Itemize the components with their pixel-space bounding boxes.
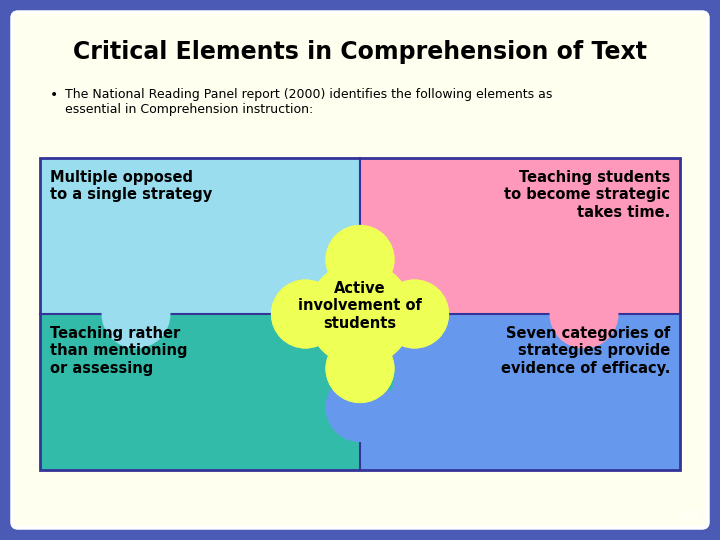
Text: Active
involvement of
students: Active involvement of students <box>298 281 422 331</box>
FancyBboxPatch shape <box>360 314 680 470</box>
Circle shape <box>550 280 618 348</box>
Text: Critical Elements in Comprehension of Text: Critical Elements in Comprehension of Te… <box>73 40 647 64</box>
Circle shape <box>271 280 339 348</box>
Text: 109: 109 <box>676 509 700 522</box>
Text: The National Reading Panel report (2000) identifies the following elements as
es: The National Reading Panel report (2000)… <box>65 88 552 116</box>
FancyBboxPatch shape <box>360 158 680 314</box>
Circle shape <box>326 226 394 293</box>
Circle shape <box>102 280 170 348</box>
Text: Multiple opposed
to a single strategy: Multiple opposed to a single strategy <box>50 170 212 202</box>
FancyBboxPatch shape <box>12 12 708 528</box>
Circle shape <box>308 262 412 366</box>
Text: •: • <box>50 88 58 102</box>
Text: Seven categories of
strategies provide
evidence of efficacy.: Seven categories of strategies provide e… <box>500 326 670 376</box>
FancyBboxPatch shape <box>40 158 360 314</box>
Circle shape <box>326 374 394 441</box>
Circle shape <box>326 226 394 293</box>
FancyBboxPatch shape <box>40 314 360 470</box>
Circle shape <box>381 280 449 348</box>
Circle shape <box>326 342 394 410</box>
Text: Teaching students
to become strategic
takes time.: Teaching students to become strategic ta… <box>504 170 670 220</box>
Circle shape <box>308 262 412 366</box>
Text: Teaching rather
than mentioning
or assessing: Teaching rather than mentioning or asses… <box>50 326 187 376</box>
Circle shape <box>381 280 449 348</box>
Circle shape <box>271 280 339 348</box>
Circle shape <box>326 335 394 402</box>
Circle shape <box>326 335 394 402</box>
